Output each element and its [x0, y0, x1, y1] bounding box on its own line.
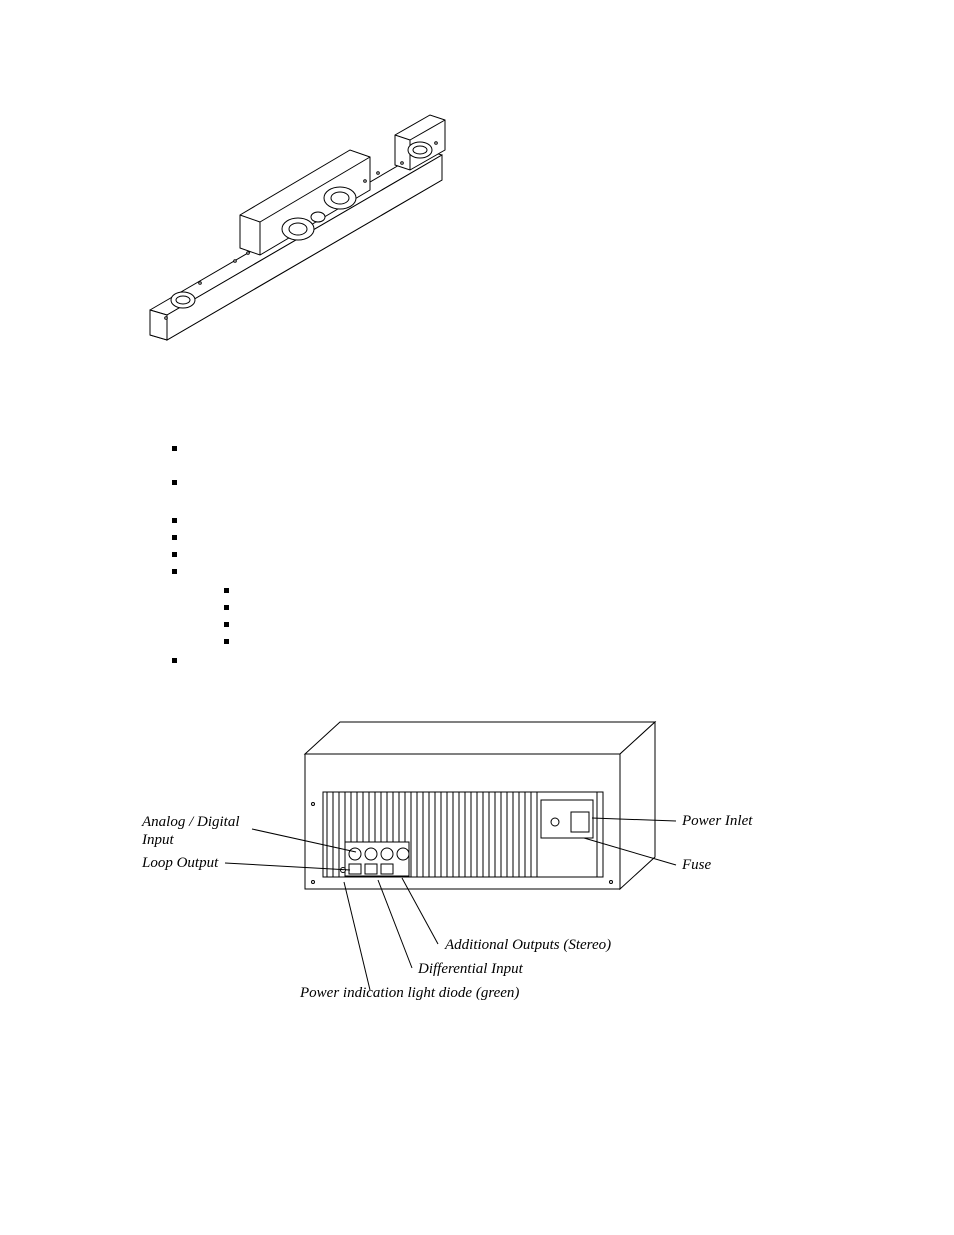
callout-analog-digital-line1: Analog / Digital: [142, 814, 240, 831]
bullet-l1-7: [172, 658, 177, 663]
bullet-l2-3: [224, 622, 229, 627]
bullet-l1-2: [172, 480, 177, 485]
callout-power-inlet: Power Inlet: [682, 813, 752, 830]
callout-differential-input: Differential Input: [418, 961, 523, 978]
bullet-l2-2: [224, 605, 229, 610]
bullet-l1-1: [172, 446, 177, 451]
dnam-backside-drawing: [275, 714, 670, 934]
callout-analog-digital-line2: Input: [142, 832, 174, 849]
bullet-l2-4: [224, 639, 229, 644]
soundbar-isometric-drawing: [140, 95, 470, 355]
bullet-l1-5: [172, 552, 177, 557]
callout-power-led: Power indication light diode (green): [300, 985, 519, 1002]
callout-additional-outputs: Additional Outputs (Stereo): [445, 937, 611, 954]
callout-loop-output: Loop Output: [142, 855, 218, 872]
callout-fuse: Fuse: [682, 857, 711, 874]
bullet-l2-1: [224, 588, 229, 593]
bullet-l1-3: [172, 518, 177, 523]
bullet-l1-4: [172, 535, 177, 540]
bullet-l1-6: [172, 569, 177, 574]
page: (Backside of DNAM): [0, 0, 954, 1235]
